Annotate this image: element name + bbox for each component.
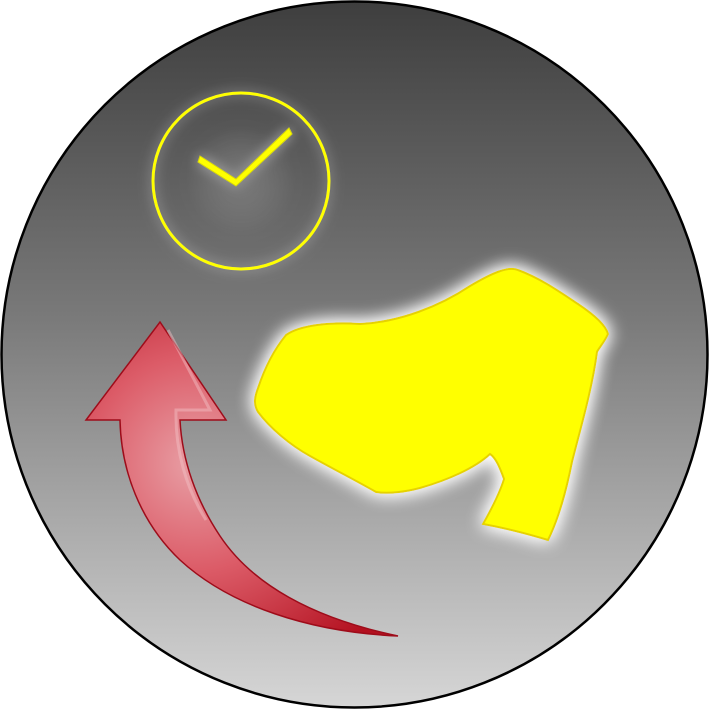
checkmark-icon (197, 127, 293, 187)
return-arrow-icon (84, 320, 399, 637)
check-circle-icon (151, 91, 331, 271)
shoe-icon (254, 267, 610, 542)
